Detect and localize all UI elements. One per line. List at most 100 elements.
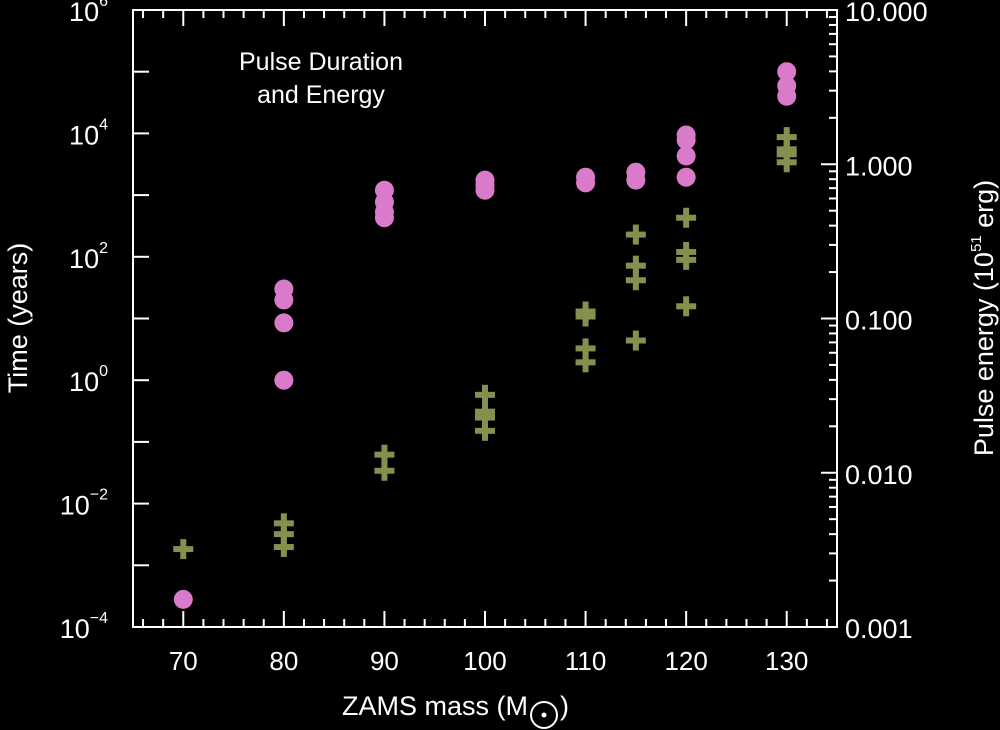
- duration-point: [676, 146, 696, 166]
- energy-point: [676, 249, 697, 270]
- y-tick-base: 10: [60, 491, 90, 521]
- energy-point: [575, 352, 596, 373]
- energy-point: [625, 224, 646, 245]
- energy-point: [575, 338, 596, 359]
- x-axis-label: ZAMS mass (M: [342, 691, 528, 721]
- axis-ticks: [133, 9, 837, 628]
- x-tick-label: 70: [169, 646, 198, 676]
- energy-point: [374, 444, 395, 465]
- energy-point-v: [683, 249, 690, 270]
- energy-point: [575, 306, 596, 327]
- energy-point-v: [381, 444, 388, 465]
- data-marks: [173, 62, 797, 609]
- energy-point-v: [482, 407, 488, 428]
- y-right-label-end: erg): [969, 180, 999, 236]
- duration-point: [274, 370, 294, 390]
- energy-point: [676, 207, 697, 228]
- x-tick-label: 120: [664, 646, 707, 676]
- y-right-tick-label: 0.001: [845, 614, 913, 644]
- energy-point: [475, 384, 495, 405]
- plot-frame: [132, 9, 838, 628]
- duration-point: [274, 290, 294, 310]
- y-tick-label: 100: [69, 363, 108, 397]
- energy-point-v: [280, 537, 287, 558]
- tick-labels: 70 80 90 100 110 120 13010610410210010−210−410…: [60, 0, 928, 676]
- energy-point-v: [632, 330, 639, 351]
- y-tick-label: 10−4: [60, 610, 108, 644]
- y-tick-base: 10: [69, 367, 99, 397]
- energy-point-v: [582, 352, 589, 373]
- duration-point: [777, 62, 797, 82]
- energy-point: [776, 152, 797, 173]
- chart-title-line-1: Pulse Duration: [239, 48, 403, 76]
- x-tick-label: 130: [765, 646, 808, 676]
- y-right-tick-label: 10.000: [845, 0, 928, 27]
- energy-point: [475, 407, 495, 428]
- energy-point: [475, 420, 495, 441]
- duration-point: [374, 208, 394, 228]
- x-tick-label: 100: [463, 646, 506, 676]
- energy-point-v: [632, 255, 639, 276]
- energy-point-v: [683, 296, 690, 317]
- chart-title-line-2: and Energy: [257, 81, 385, 109]
- energy-point: [273, 524, 294, 545]
- y-tick-label: 106: [69, 0, 108, 27]
- y-tick-label: 10−2: [60, 487, 108, 521]
- y-right-axis-label: Pulse energy (1051 erg): [968, 180, 999, 456]
- y-tick-exponent: −2: [90, 487, 108, 504]
- x-axis-title: ZAMS mass (M ): [342, 691, 569, 729]
- x-tick-label: 90: [370, 646, 399, 676]
- energy-point-v: [582, 306, 589, 327]
- energy-point: [273, 537, 294, 558]
- y-tick-base: 10: [69, 0, 99, 27]
- energy-point-v: [180, 539, 187, 560]
- y-tick-label: 104: [69, 116, 108, 150]
- energy-point: [676, 296, 697, 317]
- y-axis-label: Time (years): [3, 243, 33, 394]
- y-tick-exponent: 4: [99, 116, 108, 133]
- duration-point: [173, 589, 193, 609]
- y-tick-base: 10: [69, 120, 99, 150]
- x-axis-label-close: ): [560, 691, 569, 721]
- energy-point-v: [783, 127, 790, 148]
- energy-point-v: [783, 152, 790, 173]
- y-right-label-main: Pulse energy (10: [969, 252, 999, 456]
- energy-point: [374, 460, 395, 481]
- energy-point-v: [482, 420, 488, 441]
- energy-point-v: [632, 224, 639, 245]
- energy-point-v: [280, 513, 287, 534]
- y-tick-exponent: 6: [99, 0, 108, 10]
- y-right-tick-label: 0.010: [845, 460, 913, 490]
- y-right-label-sup: 51: [968, 235, 985, 252]
- duration-point: [626, 170, 646, 190]
- sun-symbol-icon: [530, 701, 558, 729]
- y-tick-label: 102: [69, 240, 108, 274]
- y-tick-base: 10: [60, 614, 90, 644]
- duration-point: [777, 86, 797, 106]
- energy-point: [625, 255, 646, 276]
- y-tick-exponent: 0: [99, 363, 108, 380]
- energy-point-v: [582, 338, 589, 359]
- duration-point: [676, 167, 696, 187]
- duration-point: [274, 313, 294, 333]
- energy-point: [173, 539, 194, 560]
- x-tick-label: 110: [565, 646, 606, 676]
- x-tick-label: 80: [269, 646, 298, 676]
- energy-point-v: [482, 384, 488, 405]
- duration-point: [576, 173, 596, 193]
- duration-point: [676, 130, 696, 150]
- y-tick-exponent: 2: [99, 240, 108, 257]
- energy-point-v: [632, 270, 639, 291]
- energy-point: [625, 270, 646, 291]
- energy-point: [776, 127, 797, 148]
- energy-point: [273, 513, 294, 534]
- energy-point-v: [280, 524, 287, 545]
- y-tick-base: 10: [69, 244, 99, 274]
- duration-point: [475, 180, 495, 200]
- y-right-tick-label: 0.100: [845, 306, 913, 336]
- y-tick-exponent: −4: [90, 610, 108, 627]
- energy-point-v: [683, 207, 690, 228]
- y-right-tick-label: 1.000: [845, 151, 913, 181]
- energy-point: [625, 330, 646, 351]
